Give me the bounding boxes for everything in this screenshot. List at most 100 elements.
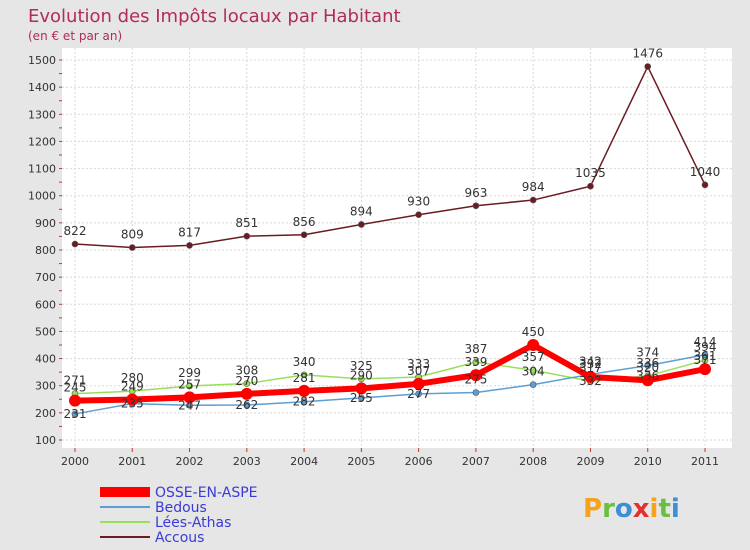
data-label-osse-en-aspe: 307 [407, 364, 430, 378]
data-point-osse-en-aspe [183, 391, 196, 404]
legend-swatch-l-es-athas [100, 521, 150, 523]
chart-title: Evolution des Impôts locaux par Habitant [28, 6, 401, 27]
y-tick-label: 1000 [28, 190, 56, 203]
proxiti-logo: Proxiti [583, 494, 680, 524]
data-label-l-es-athas: 387 [464, 342, 487, 356]
data-label-accous: 809 [121, 228, 144, 242]
series-line-bedous [74, 354, 706, 415]
data-label-extra: 336 [636, 369, 659, 383]
legend-swatch-bedous [100, 506, 150, 508]
x-axis: 2000 2001 2002 2003 2004 2005 2006 2007 2008 2009… [61, 448, 719, 468]
y-tick-label: 1200 [28, 135, 56, 148]
y-tick-label: 800 [35, 244, 56, 257]
legend-swatch-accous [100, 536, 150, 538]
data-labels: 822 809 817 851 856 894 930 963 984 1035 1476 1040 2… [64, 47, 721, 421]
x-tick-label: 2005 [347, 455, 375, 468]
data-point-osse-en-aspe [126, 393, 139, 406]
legend-swatch-osse-en-aspe [100, 487, 150, 497]
series-line-osse-en-aspe [74, 342, 706, 404]
x-tick-label: 2006 [405, 455, 433, 468]
legend-label-l-es-athas: Lées-Athas [155, 515, 231, 531]
data-point-bedous [300, 398, 308, 406]
x-tick-label: 2004 [290, 455, 318, 468]
data-point-l-es-athas [358, 375, 365, 383]
data-label-accous: 1040 [690, 165, 721, 179]
data-label-l-es-athas: 357 [522, 350, 545, 364]
legend-label-bedous: Bedous [155, 500, 207, 516]
y-tick-label: 1500 [28, 54, 56, 67]
data-label-extra: 371 [694, 353, 717, 367]
data-label-bedous: 275 [464, 373, 487, 387]
data-point-bedous [243, 401, 251, 409]
data-label-l-es-athas: 299 [178, 366, 201, 380]
data-label-extra: 282 [293, 395, 316, 409]
data-label-l-es-athas: 317 [579, 361, 602, 375]
y-axis: 100 200 300 400 500 600 700 800 900 1000 1100 1200 1… [28, 54, 62, 447]
y-tick-label: 300 [35, 380, 56, 393]
data-point-accous [701, 181, 709, 189]
data-label-bedous: 414 [694, 335, 717, 349]
data-label-osse-en-aspe: 339 [464, 355, 487, 369]
y-tick-label: 500 [35, 325, 56, 338]
data-point-osse-en-aspe [527, 339, 540, 351]
data-label-accous: 822 [64, 224, 87, 238]
data-point-accous [300, 231, 308, 239]
legend-label-osse-en-aspe: OSSE-EN-ASPE [155, 485, 258, 501]
data-point-accous [472, 202, 480, 210]
data-label-osse-en-aspe: 361 [694, 349, 717, 363]
data-point-osse-en-aspe [469, 369, 482, 382]
x-tick-label: 2010 [634, 455, 662, 468]
data-point-osse-en-aspe [641, 374, 654, 387]
data-label-osse-en-aspe: 320 [636, 360, 659, 374]
data-label-osse-en-aspe: 281 [293, 371, 316, 385]
data-label-accous: 851 [235, 216, 258, 230]
data-label-accous: 1476 [632, 47, 663, 61]
x-tick-label: 2003 [233, 455, 261, 468]
data-point-bedous [358, 394, 365, 402]
data-point-accous [529, 196, 537, 204]
data-label-osse-en-aspe: 290 [350, 368, 373, 382]
data-point-osse-en-aspe [584, 371, 597, 384]
data-label-l-es-athas: 333 [407, 357, 430, 371]
data-point-l-es-athas [186, 382, 193, 390]
x-tick-label: 2009 [576, 455, 604, 468]
data-label-bedous: 304 [522, 365, 545, 379]
data-point-bedous [415, 390, 422, 398]
data-point-l-es-athas [529, 366, 537, 374]
data-point-bedous [529, 381, 537, 388]
data-label-osse-en-aspe: 245 [64, 381, 87, 395]
data-point-l-es-athas [300, 371, 308, 379]
data-label-osse-en-aspe: 257 [178, 377, 201, 391]
data-point-osse-en-aspe [412, 377, 425, 390]
data-point-accous [71, 240, 79, 248]
data-point-osse-en-aspe [240, 387, 253, 400]
data-point-accous [186, 242, 193, 249]
data-point-bedous [472, 389, 480, 396]
x-tick-label: 2002 [176, 455, 204, 468]
data-label-l-es-athas: 325 [350, 359, 373, 373]
x-tick-label: 2008 [519, 455, 547, 468]
data-label-accous: 817 [178, 225, 201, 239]
data-label-extra: 262 [235, 398, 258, 412]
data-point-bedous [71, 410, 79, 418]
data-label-extra: 332 [579, 374, 602, 388]
data-label-extra: 235 [121, 397, 144, 411]
watermark: Proxiti [583, 494, 680, 524]
data-label-accous: 963 [464, 186, 487, 200]
series-line-accous [74, 65, 706, 249]
data-label-l-es-athas: 271 [64, 374, 87, 388]
data-label-osse-en-aspe: 450 [522, 325, 545, 339]
y-tick-label: 100 [35, 434, 56, 447]
data-point-osse-en-aspe [298, 384, 311, 397]
data-label-l-es-athas: 280 [121, 371, 144, 385]
legend-label-accous: Accous [155, 530, 204, 546]
data-label-accous: 930 [407, 195, 430, 209]
data-point-accous [587, 182, 594, 190]
data-point-bedous [701, 351, 709, 359]
data-label-osse-en-aspe: 270 [235, 374, 258, 388]
series-lines [69, 63, 711, 418]
y-tick-label: 700 [35, 271, 56, 284]
data-label-extra: 277 [407, 387, 430, 401]
